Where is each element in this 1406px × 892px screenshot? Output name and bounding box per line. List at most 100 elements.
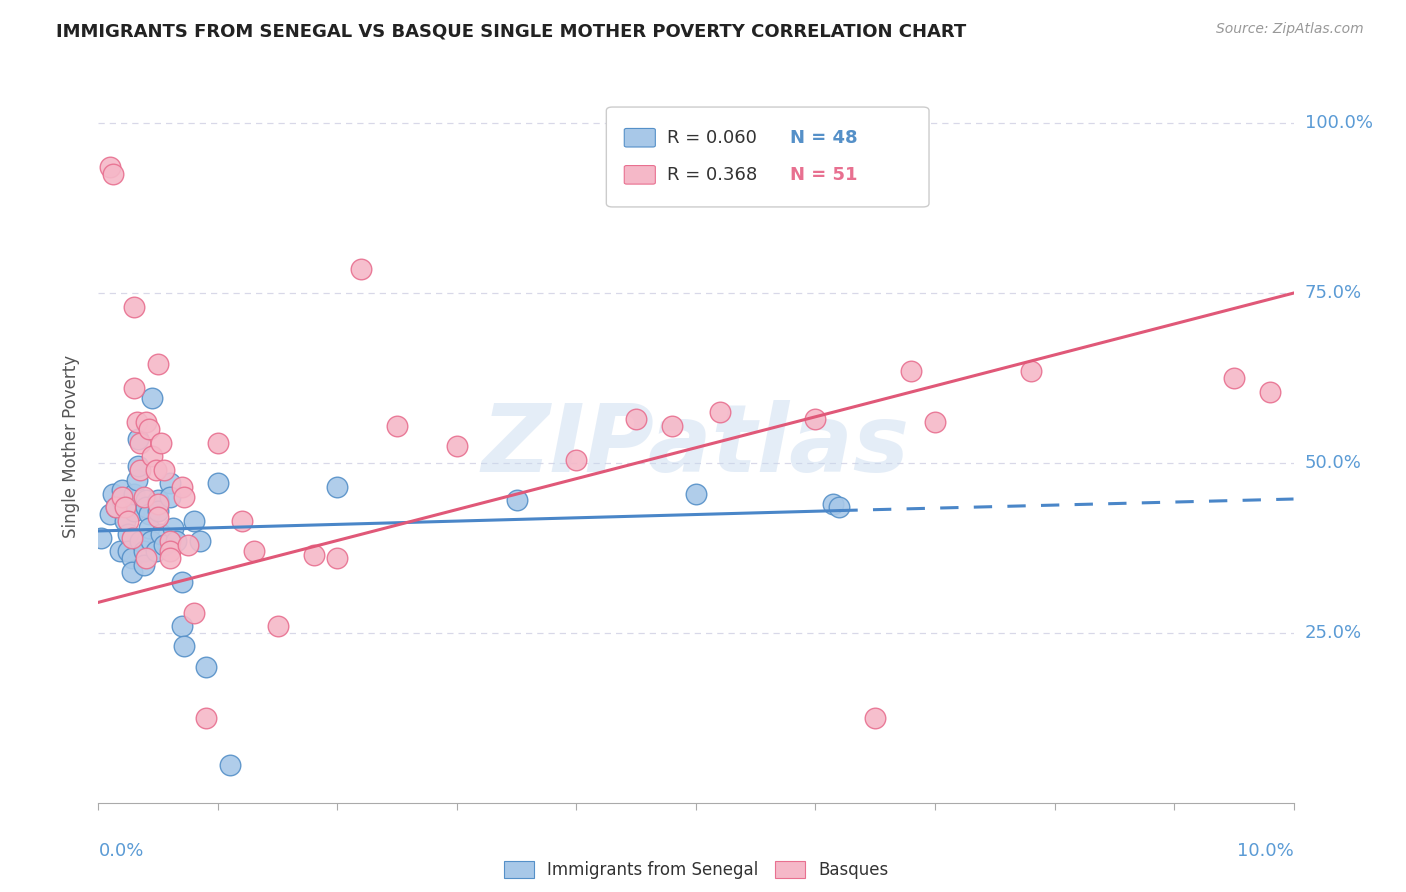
Point [159, 544, 181, 558]
Point [132, 490, 155, 504]
Y-axis label: Single Mother Poverty: Single Mother Poverty [62, 354, 80, 538]
Point [865, 711, 887, 725]
Point [177, 537, 200, 551]
Point [138, 422, 160, 436]
Text: 50.0%: 50.0% [1305, 454, 1361, 472]
Point [129, 534, 152, 549]
Point [135, 415, 157, 429]
Point [148, 503, 170, 517]
Point [101, 167, 124, 181]
Text: Source: ZipAtlas.com: Source: ZipAtlas.com [1216, 22, 1364, 37]
Point [302, 548, 325, 562]
Point [207, 435, 229, 450]
Point [105, 500, 128, 515]
Text: N = 51: N = 51 [790, 166, 858, 184]
Point [446, 439, 468, 453]
Point [127, 432, 149, 446]
Point [125, 473, 148, 487]
Point [124, 486, 146, 500]
Point [148, 510, 170, 524]
Point [900, 364, 922, 378]
Point [111, 493, 134, 508]
Point [172, 574, 194, 589]
Point [172, 480, 194, 494]
Point [148, 358, 170, 372]
Point [506, 493, 529, 508]
Text: 75.0%: 75.0% [1305, 284, 1362, 302]
Point [145, 463, 167, 477]
Point [194, 660, 218, 674]
Point [172, 619, 194, 633]
Point [565, 452, 588, 467]
Point [114, 514, 136, 528]
Point [243, 544, 266, 558]
Point [111, 483, 134, 498]
Point [183, 514, 205, 528]
Point [153, 537, 176, 551]
Text: R = 0.368: R = 0.368 [668, 166, 758, 184]
Point [823, 497, 845, 511]
Point [127, 459, 149, 474]
FancyBboxPatch shape [624, 166, 655, 184]
Point [98, 161, 122, 175]
Point [173, 490, 195, 504]
Point [828, 500, 851, 515]
Point [132, 544, 155, 558]
Point [149, 435, 172, 450]
Point [139, 534, 162, 549]
Point [219, 758, 242, 772]
Point [129, 435, 152, 450]
Point [267, 619, 290, 633]
Point [101, 486, 124, 500]
Point [326, 551, 349, 566]
Point [121, 531, 143, 545]
Point [124, 300, 146, 314]
Point [98, 507, 122, 521]
Point [114, 500, 136, 515]
Point [188, 534, 211, 549]
Point [129, 463, 152, 477]
Point [326, 480, 349, 494]
Point [90, 531, 112, 545]
Point [135, 493, 157, 508]
Point [117, 527, 139, 541]
Point [117, 514, 139, 528]
Point [661, 418, 683, 433]
Point [385, 418, 409, 433]
Point [165, 534, 187, 549]
Point [159, 490, 181, 504]
Point [105, 500, 128, 515]
Point [159, 551, 181, 566]
Point [159, 534, 181, 549]
Point [141, 392, 163, 406]
Text: 25.0%: 25.0% [1305, 624, 1362, 642]
Point [159, 476, 181, 491]
Point [1258, 384, 1281, 399]
Point [804, 412, 827, 426]
Point [207, 476, 229, 491]
Point [138, 520, 160, 534]
Point [135, 551, 157, 566]
Point [111, 490, 134, 504]
Point [148, 493, 170, 508]
Point [231, 514, 253, 528]
Point [194, 711, 218, 725]
Point [624, 412, 647, 426]
Point [132, 558, 155, 572]
Text: 0.0%: 0.0% [98, 842, 143, 860]
Point [149, 527, 172, 541]
Point [117, 544, 139, 558]
Text: R = 0.060: R = 0.060 [668, 128, 758, 146]
Point [135, 500, 157, 515]
Point [173, 640, 195, 654]
Point [685, 486, 707, 500]
Text: 100.0%: 100.0% [1305, 114, 1372, 132]
Point [121, 551, 143, 566]
Point [121, 565, 143, 579]
Point [162, 520, 184, 534]
Point [709, 405, 731, 419]
Text: ZIPatlas: ZIPatlas [482, 400, 910, 492]
Point [153, 463, 176, 477]
Text: IMMIGRANTS FROM SENEGAL VS BASQUE SINGLE MOTHER POVERTY CORRELATION CHART: IMMIGRANTS FROM SENEGAL VS BASQUE SINGLE… [56, 22, 966, 40]
Legend: Immigrants from Senegal, Basques: Immigrants from Senegal, Basques [503, 861, 889, 880]
